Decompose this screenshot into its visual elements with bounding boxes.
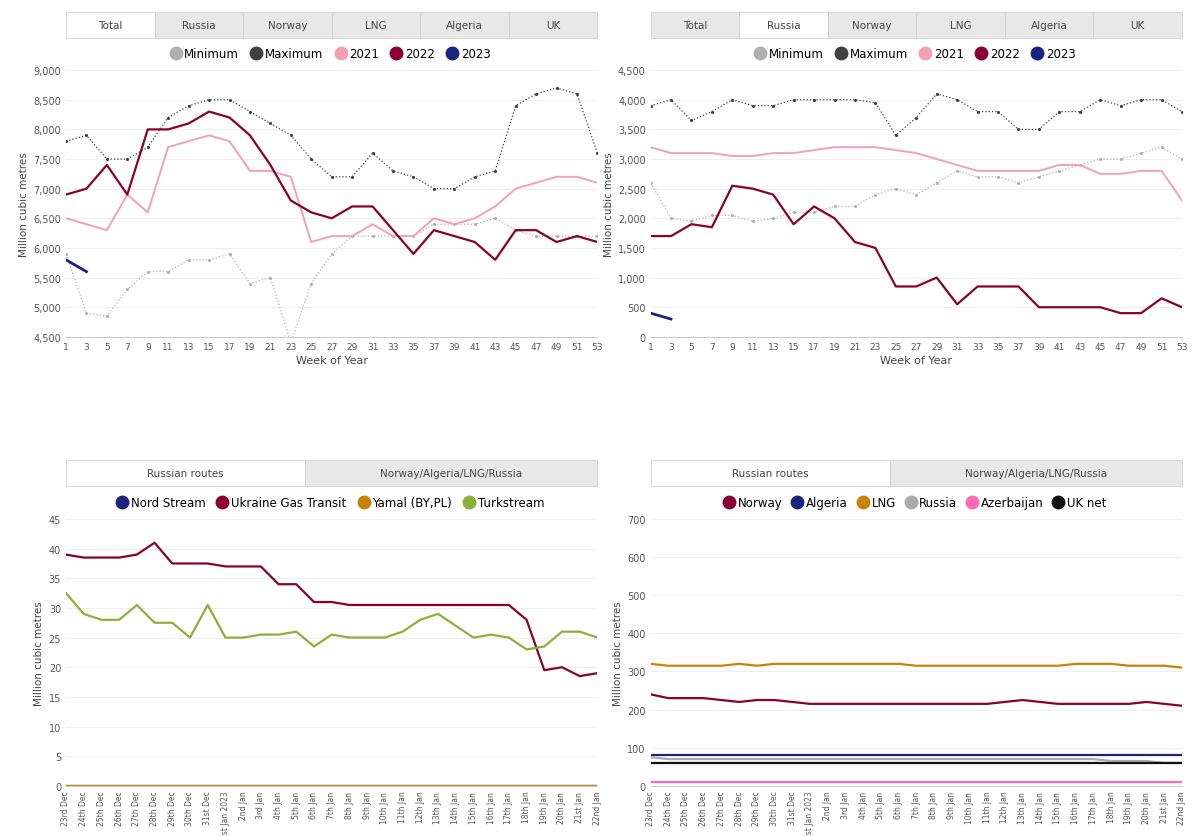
Bar: [331, 13, 420, 38]
Y-axis label: Million cubic metres: Million cubic metres: [35, 600, 44, 705]
Legend: Minimum, Maximum, 2021, 2022, 2023: Minimum, Maximum, 2021, 2022, 2023: [168, 43, 496, 66]
Text: LNG: LNG: [949, 21, 971, 31]
Text: Total: Total: [98, 21, 122, 31]
Text: UK: UK: [546, 21, 560, 31]
Y-axis label: Million cubic metres: Million cubic metres: [604, 152, 613, 257]
Text: Russian routes: Russian routes: [732, 469, 809, 479]
Y-axis label: Million cubic metres: Million cubic metres: [19, 152, 29, 257]
Text: Algeria: Algeria: [446, 21, 484, 31]
Bar: [305, 461, 598, 487]
Bar: [828, 13, 917, 38]
Legend: Nord Stream, Ukraine Gas Transit, Yamal (BY,PL), Turkstream: Nord Stream, Ukraine Gas Transit, Yamal …: [114, 492, 550, 514]
Bar: [1093, 13, 1182, 38]
Bar: [66, 461, 305, 487]
Text: UK: UK: [1130, 21, 1145, 31]
Text: Total: Total: [683, 21, 707, 31]
Text: Norway: Norway: [852, 21, 892, 31]
Text: Russian routes: Russian routes: [148, 469, 224, 479]
Bar: [650, 461, 889, 487]
Text: Russia: Russia: [182, 21, 216, 31]
Bar: [66, 13, 155, 38]
Text: Norway/Algeria/LNG/Russia: Norway/Algeria/LNG/Russia: [965, 469, 1106, 479]
Bar: [739, 13, 828, 38]
Bar: [917, 13, 1004, 38]
Y-axis label: Million cubic metres: Million cubic metres: [613, 600, 623, 705]
Text: LNG: LNG: [365, 21, 386, 31]
Bar: [1004, 13, 1093, 38]
Bar: [420, 13, 509, 38]
Bar: [889, 461, 1182, 487]
Bar: [155, 13, 244, 38]
Legend: Minimum, Maximum, 2021, 2022, 2023: Minimum, Maximum, 2021, 2022, 2023: [752, 43, 1080, 66]
Text: Norway/Algeria/LNG/Russia: Norway/Algeria/LNG/Russia: [380, 469, 522, 479]
Legend: Norway, Algeria, LNG, Russia, Azerbaijan, UK net: Norway, Algeria, LNG, Russia, Azerbaijan…: [721, 492, 1111, 514]
Bar: [509, 13, 598, 38]
Text: Russia: Russia: [767, 21, 800, 31]
X-axis label: Week of Year: Week of Year: [881, 355, 953, 365]
Text: Norway: Norway: [268, 21, 307, 31]
Text: Algeria: Algeria: [1031, 21, 1068, 31]
Bar: [650, 13, 739, 38]
X-axis label: Week of Year: Week of Year: [295, 355, 367, 365]
Bar: [244, 13, 331, 38]
